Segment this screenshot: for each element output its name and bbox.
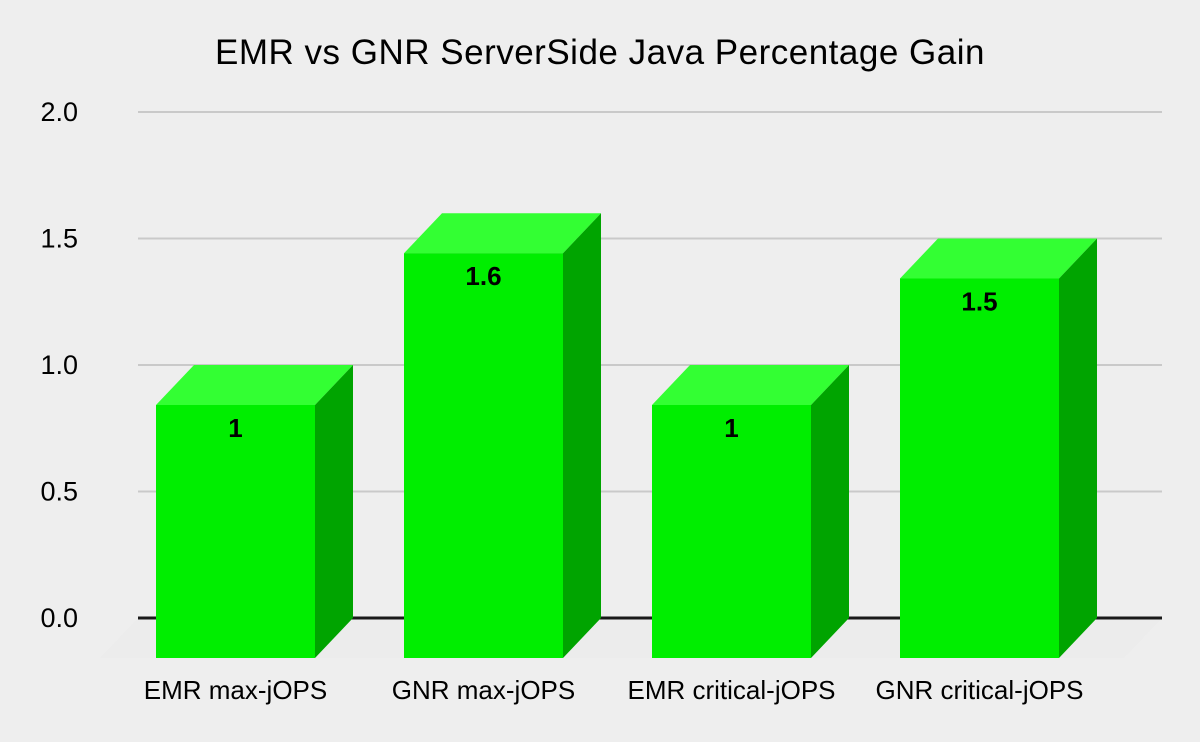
y-tick-label: 0.5 bbox=[40, 477, 78, 507]
bar-side-face bbox=[563, 213, 601, 658]
bar-value-label: 1 bbox=[724, 413, 738, 443]
bar-top-face bbox=[900, 238, 1097, 279]
bar-front-face bbox=[652, 405, 811, 658]
chart-title: EMR vs GNR ServerSide Java Percentage Ga… bbox=[215, 33, 985, 72]
bar-group: 1.5 GNR critical-jOPS bbox=[875, 238, 1097, 705]
bar-front-face bbox=[404, 253, 563, 658]
y-axis-labels: 0.0 0.5 1.0 1.5 2.0 bbox=[40, 97, 78, 633]
x-axis-label: GNR critical-jOPS bbox=[875, 675, 1083, 705]
y-tick-label: 2.0 bbox=[40, 97, 78, 127]
x-axis-label: EMR max-jOPS bbox=[144, 675, 327, 705]
bar-top-face bbox=[404, 213, 601, 254]
bar-side-face bbox=[315, 365, 353, 658]
bar-front-face bbox=[900, 278, 1059, 658]
bar-side-face bbox=[1059, 238, 1097, 658]
bar-top-face bbox=[156, 365, 353, 405]
y-tick-label: 1.0 bbox=[40, 350, 78, 380]
chart-floor bbox=[100, 618, 1162, 658]
y-tick-label: 1.5 bbox=[40, 224, 78, 254]
x-axis-label: EMR critical-jOPS bbox=[627, 675, 835, 705]
bar-value-label: 1 bbox=[228, 413, 242, 443]
bar-group: 1 EMR critical-jOPS bbox=[627, 365, 849, 705]
bar-top-face bbox=[652, 365, 849, 405]
bar-group: 1.6 GNR max-jOPS bbox=[392, 213, 601, 705]
y-tick-label: 0.0 bbox=[40, 603, 78, 633]
bar-side-face bbox=[811, 365, 849, 658]
bar-front-face bbox=[156, 405, 315, 658]
bar-value-label: 1.5 bbox=[961, 287, 997, 317]
bar-group: 1 EMR max-jOPS bbox=[144, 365, 353, 705]
x-axis-label: GNR max-jOPS bbox=[392, 675, 575, 705]
bar-value-label: 1.6 bbox=[465, 261, 501, 291]
